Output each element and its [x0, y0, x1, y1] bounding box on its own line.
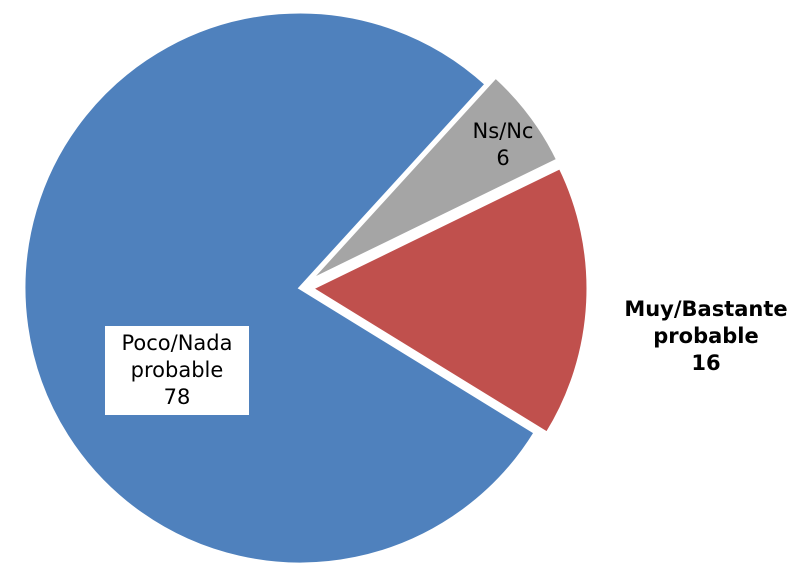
pie-slice [308, 165, 590, 436]
slice-label: Ns/Nc 6 [458, 118, 548, 172]
slice-label: Muy/Bastante probable 16 [621, 296, 791, 377]
pie-slice [22, 10, 538, 566]
slice-label: Poco/Nada probable 78 [105, 326, 249, 415]
value-label: 6 [496, 146, 510, 170]
value-label: 16 [691, 351, 721, 375]
category-label: Poco/Nada probable [121, 331, 233, 382]
category-label: Ns/Nc [472, 119, 534, 143]
category-label: Muy/Bastante probable [624, 297, 788, 348]
value-label: 78 [163, 385, 191, 409]
pie-slice [308, 74, 560, 283]
